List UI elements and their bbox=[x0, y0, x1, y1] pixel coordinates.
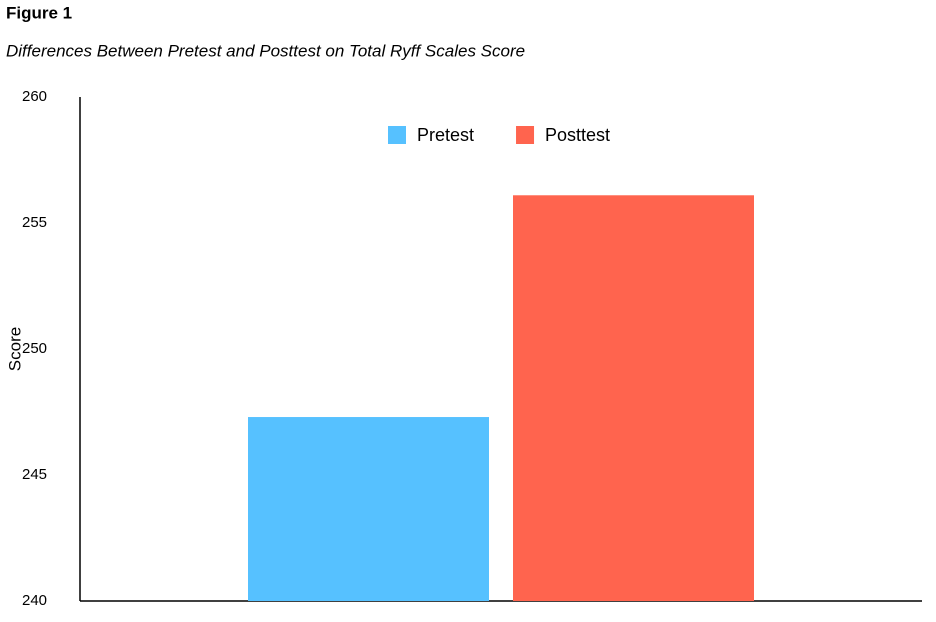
y-tick-label: 245 bbox=[22, 466, 47, 483]
legend-label: Pretest bbox=[417, 125, 474, 145]
chart-title: Figure 1 bbox=[6, 3, 72, 22]
legend-swatch bbox=[388, 126, 406, 144]
legend-label: Posttest bbox=[545, 125, 610, 145]
y-tick-label: 260 bbox=[22, 88, 47, 105]
bar bbox=[248, 417, 489, 601]
y-tick-label: 255 bbox=[22, 214, 47, 231]
chart-subtitle: Differences Between Pretest and Posttest… bbox=[6, 41, 525, 60]
y-tick-label: 240 bbox=[22, 592, 47, 609]
bar bbox=[513, 195, 754, 601]
legend-swatch bbox=[516, 126, 535, 144]
y-tick-label: 250 bbox=[22, 340, 47, 357]
y-axis-label: Score bbox=[5, 327, 24, 371]
